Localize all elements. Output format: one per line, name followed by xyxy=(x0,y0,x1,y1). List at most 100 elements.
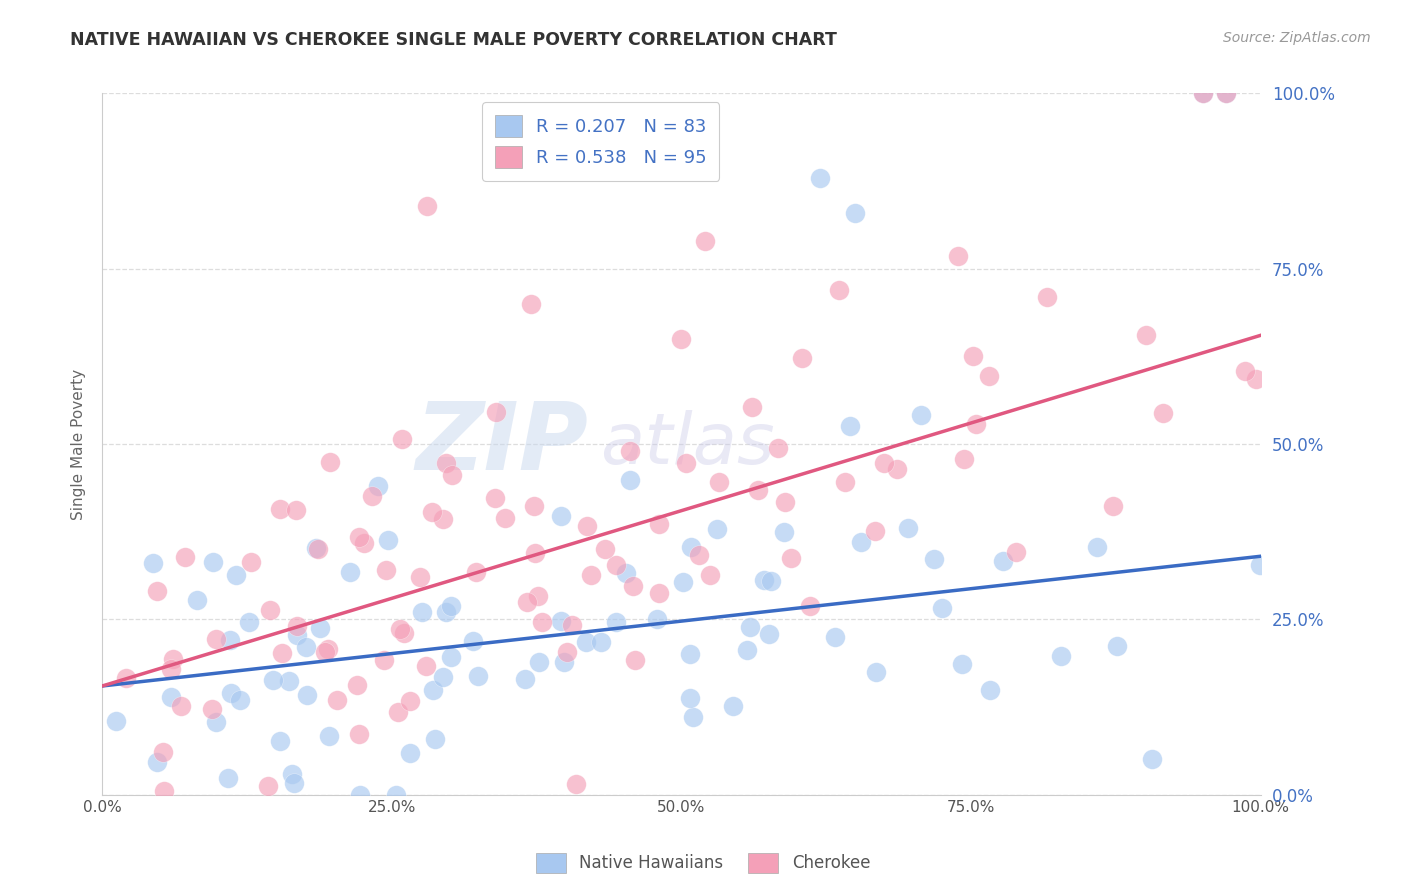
Point xyxy=(740,619,762,633)
Point xyxy=(373,652,395,666)
Point xyxy=(838,419,860,434)
Point xyxy=(873,456,896,470)
Point xyxy=(575,519,598,533)
Point xyxy=(485,405,508,419)
Point xyxy=(555,645,578,659)
Point xyxy=(347,530,370,544)
Point xyxy=(735,643,758,657)
Point xyxy=(1101,499,1123,513)
Point xyxy=(523,546,546,560)
Point xyxy=(392,625,415,640)
Point xyxy=(146,584,169,599)
Point xyxy=(432,670,454,684)
Point xyxy=(1140,752,1163,766)
Point xyxy=(219,686,242,700)
Point xyxy=(773,494,796,508)
Point xyxy=(225,568,247,582)
Point xyxy=(897,521,920,535)
Point xyxy=(326,693,349,707)
Point xyxy=(398,694,420,708)
Point xyxy=(953,451,976,466)
Point xyxy=(114,671,136,685)
Point xyxy=(550,508,572,523)
Point xyxy=(758,626,780,640)
Point xyxy=(1107,639,1129,653)
Point xyxy=(484,491,506,505)
Point xyxy=(779,551,801,566)
Point xyxy=(553,655,575,669)
Point xyxy=(297,688,319,702)
Point xyxy=(347,727,370,741)
Y-axis label: Single Male Poverty: Single Male Poverty xyxy=(72,368,86,520)
Point xyxy=(285,503,308,517)
Point xyxy=(229,692,252,706)
Point xyxy=(741,400,763,414)
Point xyxy=(361,489,384,503)
Point xyxy=(624,653,647,667)
Point xyxy=(965,417,987,431)
Point xyxy=(217,771,239,785)
Point xyxy=(285,628,308,642)
Text: atlas: atlas xyxy=(600,409,775,478)
Point xyxy=(367,479,389,493)
Point xyxy=(747,483,769,497)
Point xyxy=(773,524,796,539)
Text: Source: ZipAtlas.com: Source: ZipAtlas.com xyxy=(1223,31,1371,45)
Point xyxy=(1215,87,1237,101)
Point xyxy=(526,589,548,603)
Point xyxy=(205,715,228,730)
Point xyxy=(614,566,637,581)
Point xyxy=(318,729,340,743)
Point xyxy=(1004,544,1026,558)
Point xyxy=(174,549,197,564)
Point xyxy=(160,662,183,676)
Point xyxy=(993,554,1015,568)
Point xyxy=(699,568,721,582)
Point xyxy=(605,558,627,572)
Point xyxy=(1215,87,1237,101)
Point xyxy=(391,433,413,447)
Point xyxy=(145,755,167,769)
Point xyxy=(849,535,872,549)
Point xyxy=(523,499,546,513)
Point xyxy=(463,633,485,648)
Point xyxy=(886,461,908,475)
Point xyxy=(305,541,328,556)
Point xyxy=(834,475,856,489)
Point xyxy=(346,678,368,692)
Point xyxy=(515,672,537,686)
Point xyxy=(1191,87,1213,101)
Point xyxy=(1234,364,1257,378)
Point xyxy=(706,522,728,536)
Point xyxy=(388,622,411,636)
Point xyxy=(946,249,969,263)
Point xyxy=(285,618,308,632)
Point xyxy=(1085,540,1108,554)
Point xyxy=(1244,372,1267,386)
Point xyxy=(792,351,814,366)
Point xyxy=(621,579,644,593)
Point xyxy=(1049,648,1071,663)
Legend: Native Hawaiians, Cherokee: Native Hawaiians, Cherokee xyxy=(529,847,877,880)
Point xyxy=(269,733,291,747)
Point xyxy=(262,673,284,687)
Point xyxy=(679,691,702,706)
Point xyxy=(257,779,280,793)
Point xyxy=(520,297,543,311)
Point xyxy=(619,473,641,487)
Point xyxy=(1191,87,1213,101)
Point xyxy=(707,475,730,489)
Point xyxy=(950,657,973,672)
Point xyxy=(863,524,886,539)
Point xyxy=(464,565,486,579)
Point xyxy=(219,632,242,647)
Point xyxy=(415,659,437,673)
Point xyxy=(277,674,299,689)
Point xyxy=(688,548,710,562)
Point xyxy=(824,630,846,644)
Point xyxy=(259,602,281,616)
Point xyxy=(591,634,613,648)
Point xyxy=(679,540,702,554)
Point xyxy=(723,698,745,713)
Point xyxy=(671,332,693,346)
